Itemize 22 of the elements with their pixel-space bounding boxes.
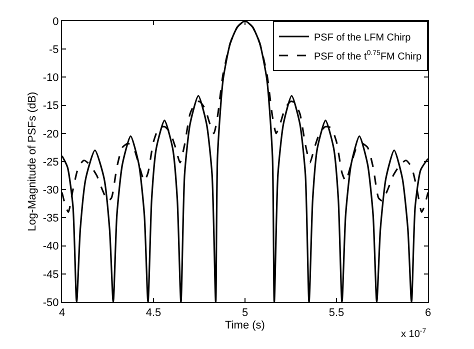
y-tick-label: -30 (42, 184, 59, 196)
y-tick-label: -20 (42, 128, 59, 140)
y-tick-label: -35 (42, 212, 59, 225)
text: x 10$^{-7}$ (401, 328, 426, 340)
y-tick-label: -15 (42, 100, 59, 112)
y-tick-label: -50 (42, 296, 59, 309)
x-tick-label: 6 (424, 307, 432, 320)
y-tick-label: -45 (42, 268, 59, 281)
y-tick-label: -5 (49, 44, 59, 56)
y-tick-label: -40 (42, 240, 59, 253)
y-axis-title: Log-Magnitude of PSFs (dB) (26, 92, 39, 232)
y-tick-label: 0 (52, 16, 59, 28)
x-axis-title: Time (s) (225, 319, 265, 332)
y-tick-label: -25 (42, 156, 59, 168)
x-tick-label: 4 (58, 307, 66, 320)
x-tick-label: 5 (242, 307, 248, 320)
x-tick-label: 5.5 (328, 307, 344, 320)
line-series (62, 21, 428, 302)
legend-label: PSF of the LFM Chirp (314, 32, 412, 44)
legend-label: PSF of the t$^{0.75}$FM Chirp (314, 50, 422, 62)
x-tick-label: 4.5 (146, 307, 162, 320)
y-tick-label: -10 (42, 72, 59, 84)
